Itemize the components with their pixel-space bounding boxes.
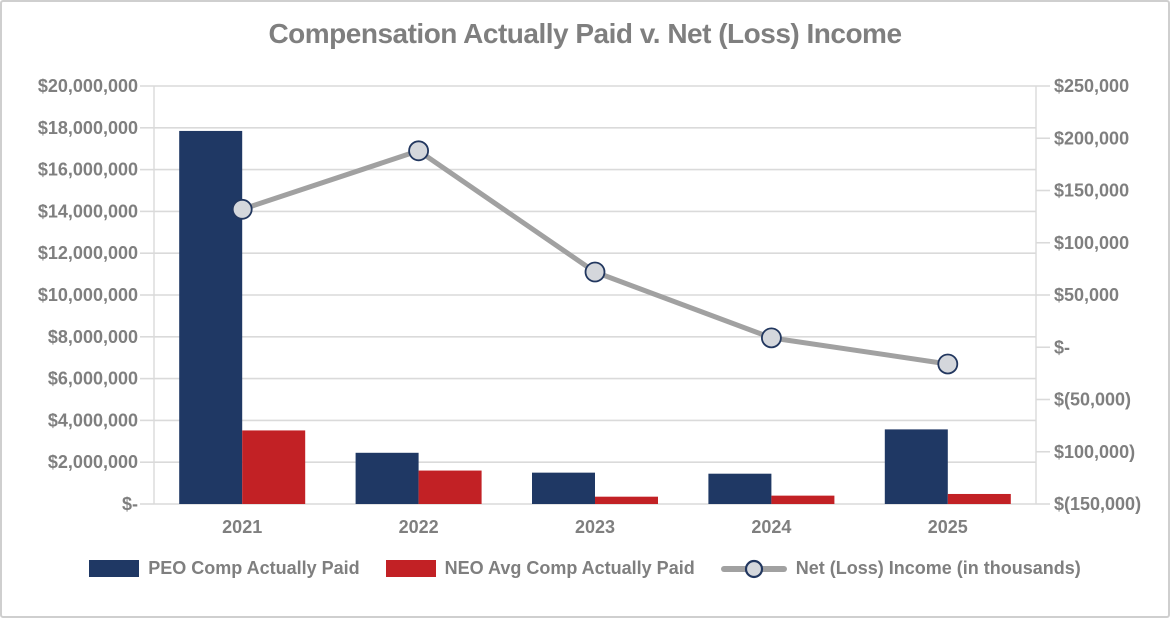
line-marker-2023 (584, 261, 606, 283)
right-axis-tick-label: $- (1054, 337, 1070, 357)
right-axis-tick-label: $50,000 (1054, 285, 1119, 305)
right-axis-tick-label: $100,000 (1054, 233, 1129, 253)
legend-item-net-income: Net (Loss) Income (in thousands) (720, 558, 1081, 579)
right-axis-tick-label: $(150,000) (1054, 494, 1141, 514)
left-axis-tick-label: $2,000,000 (48, 452, 138, 472)
peo-bar-swatch-icon (89, 560, 140, 577)
line-with-circle-marker-icon (720, 559, 787, 578)
right-axis-tick-label: $150,000 (1054, 181, 1129, 201)
bar-peo-2021 (179, 130, 243, 504)
left-axis-tick-label: $8,000,000 (48, 327, 138, 347)
legend-label-neo: NEO Avg Comp Actually Paid (444, 558, 695, 578)
legend-label-peo: PEO Comp Actually Paid (148, 558, 360, 578)
net-income-line (239, 148, 951, 367)
bar-peo-2022 (355, 452, 419, 504)
bar-peo-2023 (532, 472, 595, 504)
bar-peo-2025 (884, 429, 948, 504)
bar-neo-2025 (947, 493, 1011, 504)
legend-item-peo: PEO Comp Actually Paid (89, 558, 360, 579)
bar-peo-2024 (708, 473, 772, 504)
bar-neo-2021 (242, 430, 306, 504)
x-axis-category-label: 2022 (399, 517, 439, 537)
x-axis-category-label: 2023 (575, 517, 615, 537)
line-marker-2022 (408, 140, 430, 162)
legend: PEO Comp Actually Paid NEO Avg Comp Actu… (2, 558, 1168, 579)
left-axis-tick-label: $10,000,000 (38, 285, 138, 305)
line-marker-2024 (761, 327, 782, 349)
line-marker-2021 (231, 198, 253, 220)
x-axis-category-label: 2025 (928, 517, 968, 537)
left-axis-tick-label: $14,000,000 (38, 201, 138, 221)
left-axis-tick-label: $4,000,000 (48, 410, 138, 430)
left-axis-tick-label: $6,000,000 (48, 369, 138, 389)
left-axis-tick-label: $- (122, 494, 138, 514)
x-axis-category-label: 2024 (751, 517, 791, 537)
left-axis-tick-label: $12,000,000 (38, 243, 138, 263)
bar-neo-2023 (595, 496, 658, 504)
neo-bar-swatch-icon (385, 560, 436, 577)
left-axis-tick-label: $16,000,000 (38, 160, 138, 180)
x-axis-category-label: 2021 (222, 517, 262, 537)
right-axis-tick-label: $200,000 (1054, 128, 1129, 148)
left-axis-tick-label: $20,000,000 (38, 76, 138, 96)
chart-title: Compensation Actually Paid v. Net (Loss)… (268, 18, 902, 49)
right-axis-tick-label: $(50,000) (1054, 390, 1131, 410)
right-axis-tick-label: $250,000 (1054, 76, 1129, 96)
bar-neo-2024 (771, 495, 835, 504)
plot-area: $20,000,000 $18,000,000 $16,000,000 $14,000… (38, 76, 1141, 537)
legend-item-neo: NEO Avg Comp Actually Paid (385, 558, 695, 579)
legend-label-net-income: Net (Loss) Income (in thousands) (795, 558, 1081, 578)
line-marker-2025 (937, 353, 959, 375)
right-axis-tick-label: $100,000) (1054, 442, 1135, 462)
bar-neo-2022 (418, 470, 482, 504)
left-axis-tick-label: $18,000,000 (38, 118, 138, 138)
